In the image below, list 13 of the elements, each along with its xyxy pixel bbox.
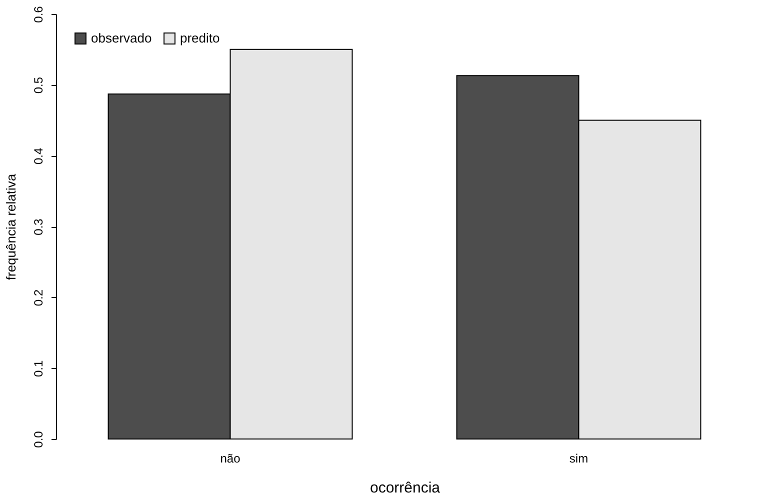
y-tick-label: 0.5 bbox=[32, 76, 46, 94]
x-axis-title: ocorrência bbox=[370, 480, 441, 496]
y-tick-label: 0.2 bbox=[32, 289, 46, 306]
y-tick-label: 0.1 bbox=[32, 360, 46, 378]
y-tick-label: 0.3 bbox=[32, 218, 46, 236]
y-tick-label: 0.6 bbox=[32, 6, 46, 23]
legend-label: observado bbox=[91, 30, 152, 46]
y-axis-title: frequência relativa bbox=[4, 173, 18, 280]
x-tick-label: não bbox=[220, 452, 241, 466]
y-tick-label: 0.4 bbox=[32, 148, 46, 165]
x-tick-label: sim bbox=[569, 452, 588, 466]
y-tick-label: 0.0 bbox=[32, 430, 46, 448]
legend-label: predito bbox=[180, 30, 220, 46]
